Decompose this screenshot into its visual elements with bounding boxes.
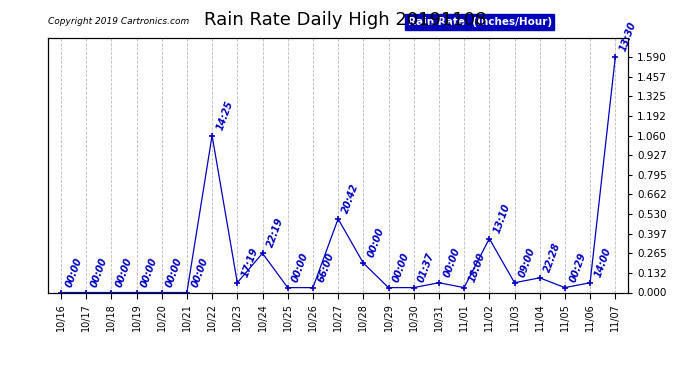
Text: 01:37: 01:37 [417,251,437,284]
Text: 00:00: 00:00 [114,256,134,288]
Text: 00:00: 00:00 [391,251,411,284]
Text: Rain Rate Daily High 20191108: Rain Rate Daily High 20191108 [204,11,486,29]
Text: 00:00: 00:00 [290,251,310,284]
Text: 09:00: 09:00 [518,246,538,279]
Text: 20:42: 20:42 [341,182,361,215]
Text: 00:00: 00:00 [366,226,386,259]
Text: 22:19: 22:19 [265,217,285,249]
Text: 66:00: 66:00 [316,251,335,284]
Text: 00:00: 00:00 [63,256,83,288]
Text: 00:29: 00:29 [568,251,588,284]
Text: 00:00: 00:00 [89,256,109,288]
Text: 17:19: 17:19 [240,246,260,279]
Text: 00:00: 00:00 [442,246,462,279]
Text: 14:25: 14:25 [215,99,235,131]
Text: 14:00: 14:00 [593,246,613,279]
Text: 18:00: 18:00 [467,251,487,284]
Text: Copyright 2019 Cartronics.com: Copyright 2019 Cartronics.com [48,17,190,26]
Text: 22:28: 22:28 [542,241,562,274]
Text: 00:00: 00:00 [164,256,184,288]
Text: 13:10: 13:10 [492,202,512,234]
Text: 00:00: 00:00 [139,256,159,288]
Text: 00:00: 00:00 [190,256,210,288]
Text: Rain Rate  (Inches/Hour): Rain Rate (Inches/Hour) [408,17,552,27]
Text: 13:30: 13:30 [618,21,638,53]
